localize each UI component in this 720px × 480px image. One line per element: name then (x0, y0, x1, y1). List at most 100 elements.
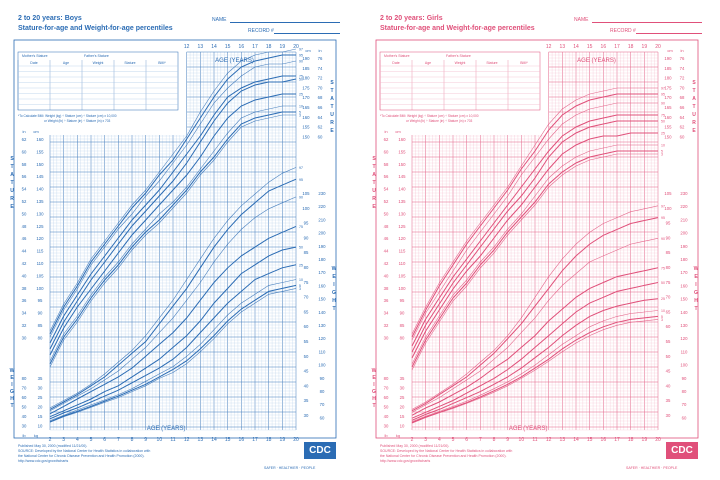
weight-kg-right-tick-label: 95 (666, 221, 671, 226)
weight-kg-right-tick-label: 70 (666, 295, 671, 300)
weight-percentile-3-line (411, 319, 659, 424)
weight-percentile-label: 97 (661, 204, 665, 208)
weight-kg-right-tick-label: 45 (304, 369, 309, 374)
unit-label-kg: kg (34, 433, 38, 438)
top-age-tick-label: 17 (252, 44, 258, 50)
stature-percentile-label: 95 (299, 54, 303, 58)
age-tick-label: 4 (76, 437, 79, 443)
record-field[interactable] (274, 33, 340, 34)
footer-line: SOURCE: Developed by the National Center… (18, 449, 151, 453)
stature-cm-tick-label: 85 (38, 323, 43, 328)
grid (411, 51, 659, 431)
stature-percentile-50-line (411, 120, 658, 353)
chart-subtitle: Stature-for-age and Weight-for-age perce… (18, 25, 173, 32)
weight-lb-right-tick-label: 160 (318, 283, 326, 288)
cdc-logo: CDC (304, 442, 336, 459)
stature-in-right-tick-label: 70 (680, 85, 685, 90)
age-tick-label: 2 (411, 437, 414, 443)
weight-lb-tick-label: 60 (22, 395, 27, 400)
top-age-tick-label: 20 (293, 44, 299, 50)
weight-kg-tick-label: 35 (400, 376, 405, 381)
weight-axis-letter: H (694, 298, 698, 304)
weight-lb-right-tick-label: 160 (680, 283, 688, 288)
weight-percentile-95-line (411, 217, 659, 412)
stature-cm-tick-label: 155 (36, 149, 44, 154)
top-age-tick-label: 15 (587, 44, 593, 50)
footer-line: http://www.cdc.gov/growthcharts (380, 459, 431, 463)
age-tick-label: 8 (493, 437, 496, 443)
weight-percentile-5-line (49, 284, 297, 423)
stature-in-tick-label: 62 (384, 137, 389, 142)
weight-axis-letter: E (694, 274, 698, 280)
unit-label-in: in (318, 48, 321, 53)
stature-cm-tick-label: 135 (36, 199, 44, 204)
stature-cm-tick-label: 80 (400, 335, 405, 340)
stature-in-tick-label: 36 (384, 298, 389, 303)
stature-percentile-5-line (49, 111, 296, 365)
weight-axis-letter: I (373, 382, 375, 388)
weight-percentile-label: 97 (299, 166, 303, 170)
stature-percentile-label: 25 (661, 132, 665, 136)
stature-in-tick-label: 60 (384, 149, 389, 154)
weight-kg-right-tick-label: 105 (302, 191, 310, 196)
stature-cm-tick-label: 135 (398, 199, 406, 204)
stature-percentile-label: 50 (661, 120, 665, 124)
weight-percentile-97-line (411, 205, 659, 410)
stature-cm-tick-label: 130 (36, 211, 44, 216)
record-field[interactable] (636, 33, 702, 34)
weight-kg-right-tick-label: 55 (666, 339, 671, 344)
name-field[interactable] (592, 22, 702, 23)
unit-label-in: in (384, 129, 387, 134)
mother-stature-label: Mother's Stature (384, 54, 410, 58)
stature-cm-tick-label: 125 (36, 224, 44, 229)
weight-percentile-label: 75 (661, 266, 665, 270)
unit-label-kg: kg (396, 433, 400, 438)
footer-slogan: SAFER · HEALTHIER · PEOPLE (626, 466, 678, 470)
weight-percentile-95-line (49, 178, 297, 410)
top-age-tick-label: 14 (573, 44, 579, 50)
stature-axis-letter: S (692, 80, 696, 86)
mother-stature-label: Mother's Stature (22, 54, 48, 58)
age-tick-label: 13 (560, 437, 566, 443)
stature-cm-tick-label: 105 (398, 273, 406, 278)
stature-percentile-label: 10 (299, 105, 303, 109)
stature-in-right-tick-label: 66 (318, 105, 323, 110)
age-tick-label: 8 (131, 437, 134, 443)
stature-axis-letter: E (10, 204, 14, 210)
weight-lb-tick-label: 80 (22, 376, 27, 381)
stature-in-tick-label: 38 (22, 286, 27, 291)
stature-percentile-label: 3 (299, 114, 301, 118)
stature-in-right-tick-label: 72 (680, 76, 685, 81)
stature-in-right-tick-label: 66 (680, 105, 685, 110)
weight-lb-tick-label: 60 (384, 395, 389, 400)
weight-kg-right-tick-label: 70 (304, 295, 309, 300)
age-tick-label: 16 (239, 437, 245, 443)
weight-kg-right-tick-label: 35 (666, 398, 671, 403)
weight-kg-tick-label: 25 (400, 395, 405, 400)
weight-percentile-label: 75 (299, 225, 303, 229)
stature-in-right-tick-label: 62 (680, 125, 685, 130)
stature-in-tick-label: 36 (22, 298, 27, 303)
weight-lb-right-tick-label: 80 (682, 389, 687, 394)
top-age-tick-label: 19 (280, 44, 286, 50)
top-age-tick-label: 12 (546, 44, 552, 50)
stature-cm-tick-label: 155 (398, 149, 406, 154)
stature-axis-letter: S (330, 80, 334, 86)
weight-lb-right-tick-label: 210 (680, 217, 688, 222)
weight-lb-right-tick-label: 170 (318, 270, 326, 275)
stature-cm-tick-label: 100 (398, 286, 406, 291)
bmi-note: or Weight (lb) ÷ Stature (in) ÷ Stature … (406, 119, 473, 123)
stature-cm-right-tick-label: 165 (302, 105, 310, 110)
weight-lb-right-tick-label: 120 (318, 336, 326, 341)
stature-percentile-50-line (49, 78, 297, 350)
age-tick-label: 3 (424, 437, 427, 443)
unit-label-cm: cm (305, 48, 311, 53)
weight-lb-tick-label: 40 (22, 414, 27, 419)
stature-cm-tick-label: 105 (36, 273, 44, 278)
top-age-tick-label: 16 (239, 44, 245, 50)
bmi-note: *To Calculate BMI: Weight (kg) ÷ Stature… (380, 114, 479, 118)
name-field[interactable] (230, 22, 340, 23)
top-age-tick-label: 16 (601, 44, 607, 50)
stature-in-tick-label: 34 (22, 311, 27, 316)
stature-cm-tick-label: 95 (400, 298, 405, 303)
